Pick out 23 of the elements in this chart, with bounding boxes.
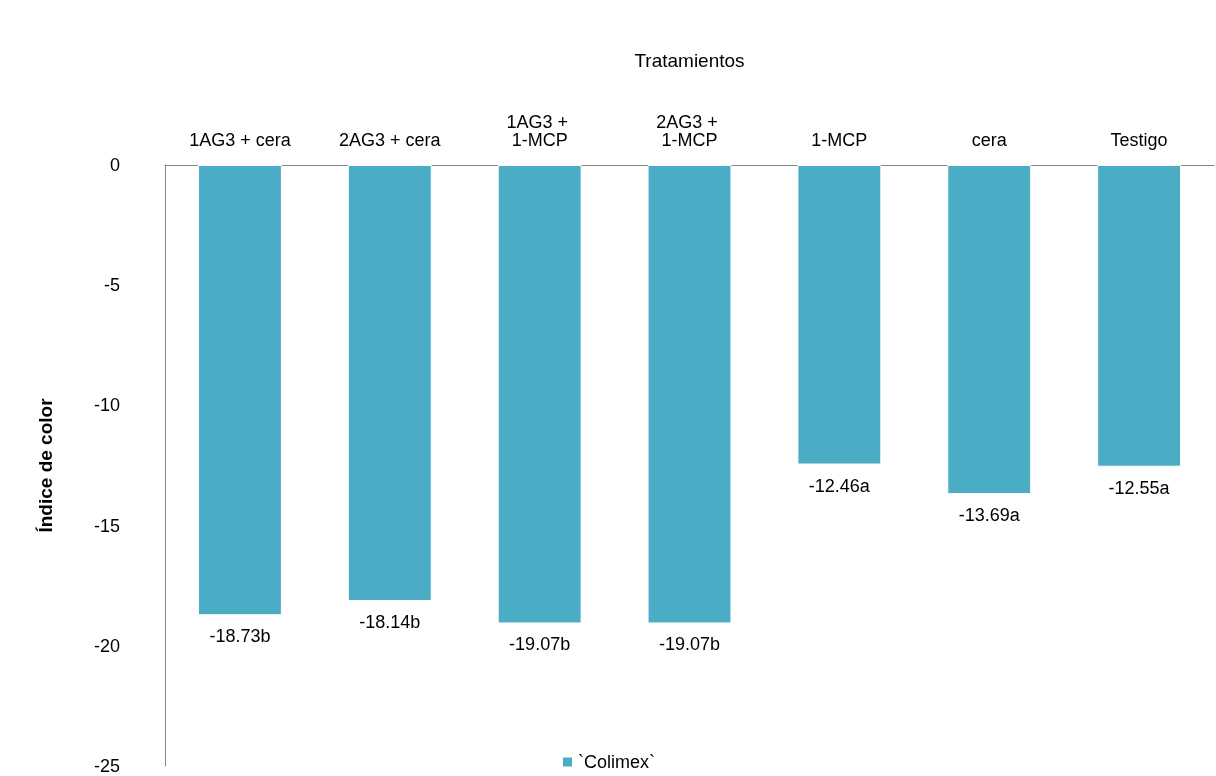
data-label: -12.46a bbox=[808, 475, 871, 496]
y-tick-label: 0 bbox=[109, 155, 120, 175]
x-tick-label: 2AG3 + 1-MCP bbox=[656, 112, 723, 150]
legend-label: `Colimex` bbox=[578, 752, 656, 772]
data-label: -19.07b bbox=[658, 634, 721, 655]
data-label: -18.73b bbox=[209, 626, 271, 647]
x-tick-label: 1AG3 + cera bbox=[189, 130, 292, 150]
y-axis-title: Índice de color bbox=[35, 397, 56, 533]
x-tick-label: Testigo bbox=[1110, 130, 1168, 150]
y-tick-label: -15 bbox=[93, 515, 120, 536]
y-tick-label: -10 bbox=[93, 395, 120, 416]
data-label: -13.69a bbox=[958, 505, 1021, 526]
y-tick-label: -20 bbox=[93, 635, 120, 656]
x-tick-label: 1AG3 + 1-MCP bbox=[506, 112, 573, 150]
x-tick-label: cera bbox=[971, 130, 1008, 150]
data-label: -19.07b bbox=[509, 634, 571, 655]
x-tick-label: 2AG3 + cera bbox=[339, 130, 442, 150]
data-label: -18.14b bbox=[359, 612, 421, 633]
data-label: -12.55a bbox=[1108, 477, 1171, 498]
x-axis-title: Tratamientos bbox=[634, 50, 745, 71]
y-tick-label: -25 bbox=[93, 756, 120, 776]
y-tick-label: -5 bbox=[103, 275, 120, 296]
x-tick-label: 1-MCP bbox=[811, 130, 868, 150]
